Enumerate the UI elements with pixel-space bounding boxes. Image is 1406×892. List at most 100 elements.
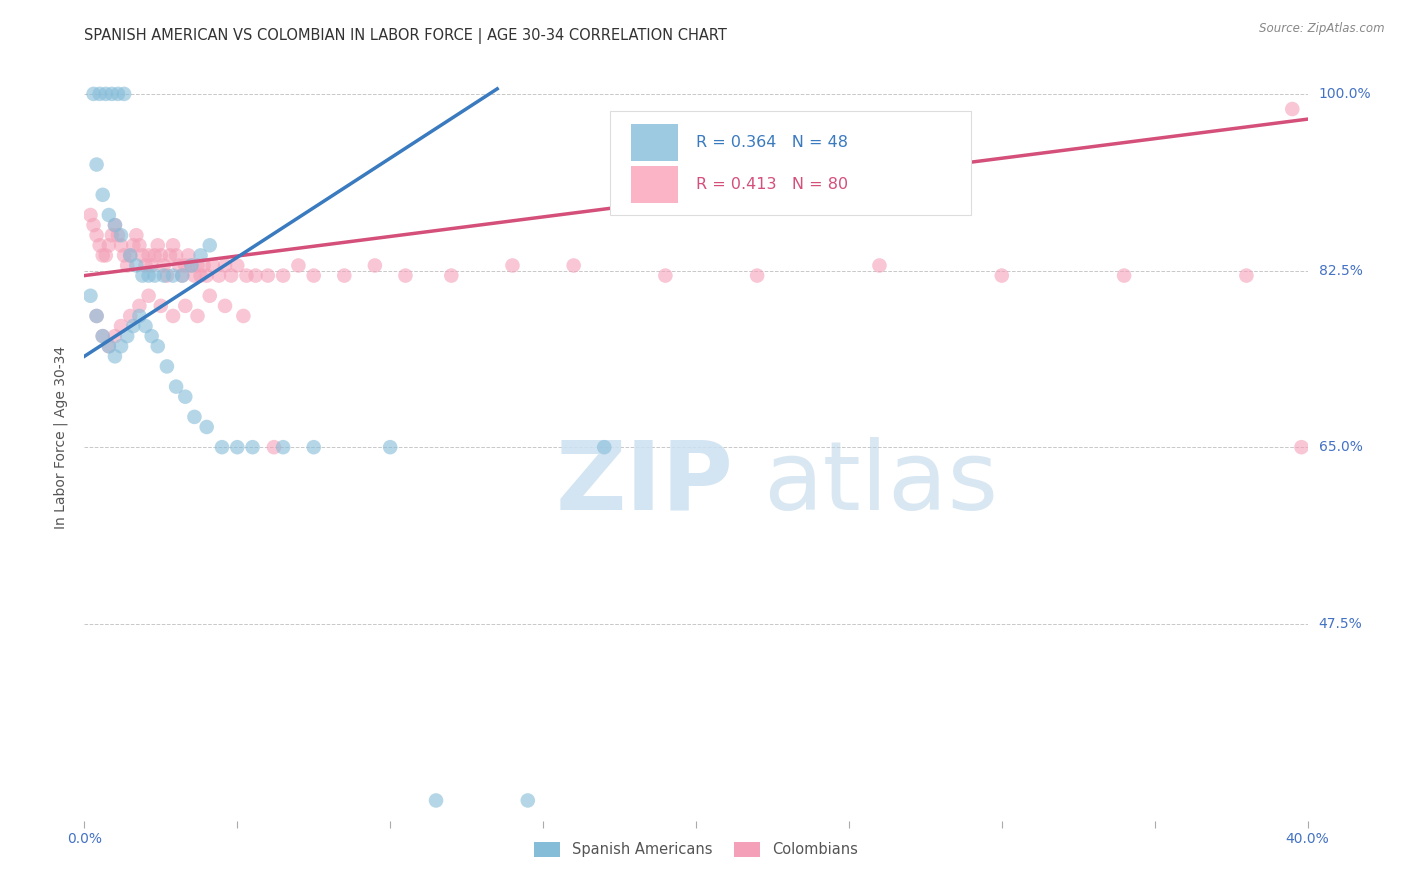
Point (1114, 268, 1136, 283)
Point (146, 238, 169, 252)
Point (101, 87, 124, 101)
Point (425, 793, 447, 807)
Text: 82.5%: 82.5% (1319, 263, 1362, 277)
Point (101, 228, 124, 243)
Point (174, 259, 197, 273)
Point (183, 268, 205, 283)
Point (190, 248, 212, 262)
Point (112, 87, 135, 101)
Point (79, 289, 101, 303)
Point (991, 268, 1014, 283)
Point (198, 289, 221, 303)
Point (190, 268, 212, 283)
Point (440, 268, 463, 283)
Point (214, 299, 236, 313)
Point (146, 339, 169, 353)
Point (167, 259, 190, 273)
Point (97, 208, 120, 222)
Point (380, 440, 402, 454)
Point (89, 87, 111, 101)
Point (183, 409, 205, 424)
Point (86, 228, 108, 243)
Point (112, 248, 135, 262)
Point (120, 309, 142, 323)
Point (211, 440, 233, 454)
Point (364, 259, 387, 273)
Point (208, 268, 231, 283)
Text: ZIP: ZIP (555, 436, 733, 530)
Point (869, 259, 891, 273)
Text: 47.5%: 47.5% (1319, 616, 1362, 631)
Point (143, 248, 166, 262)
Text: 100.0%: 100.0% (1319, 87, 1371, 101)
Point (271, 440, 294, 454)
FancyBboxPatch shape (631, 124, 678, 161)
Y-axis label: In Labor Force | Age 30-34: In Labor Force | Age 30-34 (53, 345, 67, 529)
Point (162, 238, 184, 252)
Point (91, 329, 114, 343)
Point (174, 390, 197, 404)
Point (180, 259, 202, 273)
Point (180, 259, 202, 273)
Point (104, 218, 127, 232)
Point (263, 440, 285, 454)
Point (162, 309, 184, 323)
Point (149, 299, 172, 313)
Point (131, 248, 153, 262)
Point (79, 208, 101, 222)
Point (128, 238, 150, 252)
Point (153, 268, 176, 283)
Point (138, 289, 160, 303)
Point (89, 238, 111, 252)
Point (122, 238, 145, 252)
Text: SPANISH AMERICAN VS COLOMBIAN IN LABOR FORCE | AGE 30-34 CORRELATION CHART: SPANISH AMERICAN VS COLOMBIAN IN LABOR F… (84, 28, 727, 44)
Point (83, 87, 105, 101)
Point (186, 309, 208, 323)
Point (128, 309, 150, 323)
Point (91, 187, 114, 202)
Point (115, 329, 138, 343)
Point (174, 299, 197, 313)
Text: 65.0%: 65.0% (1319, 440, 1362, 454)
Point (193, 259, 215, 273)
Point (86, 157, 108, 171)
Point (120, 248, 142, 262)
Point (593, 440, 616, 454)
Point (562, 259, 585, 273)
Point (245, 268, 267, 283)
Point (257, 268, 280, 283)
Point (125, 228, 148, 243)
Point (502, 259, 524, 273)
Point (107, 87, 129, 101)
Point (110, 339, 132, 353)
Point (159, 248, 181, 262)
Point (86, 309, 108, 323)
Point (201, 259, 224, 273)
Point (91, 329, 114, 343)
Point (165, 248, 187, 262)
Point (120, 248, 142, 262)
Point (97, 238, 120, 252)
Point (149, 248, 172, 262)
Text: R = 0.364   N = 48: R = 0.364 N = 48 (696, 135, 848, 150)
Point (156, 268, 179, 283)
Point (287, 259, 309, 273)
Point (214, 259, 236, 273)
Point (162, 268, 184, 283)
Point (195, 268, 218, 283)
Point (654, 268, 676, 283)
Point (516, 793, 538, 807)
Point (153, 259, 176, 273)
Point (1291, 440, 1313, 454)
Point (91, 248, 114, 262)
Point (110, 238, 132, 252)
Point (195, 420, 218, 434)
Point (122, 319, 145, 334)
Point (172, 268, 194, 283)
Point (128, 299, 150, 313)
Point (125, 259, 148, 273)
Point (271, 268, 294, 283)
Point (302, 268, 325, 283)
Point (219, 268, 242, 283)
Text: atlas: atlas (763, 436, 998, 530)
